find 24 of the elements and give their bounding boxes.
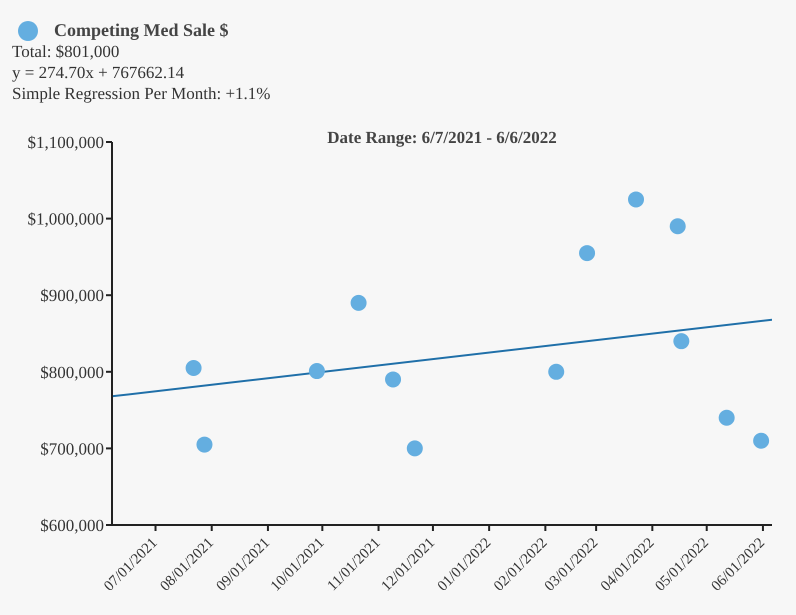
- y-tick-label: $700,000: [40, 439, 104, 458]
- point: [186, 360, 202, 376]
- point: [385, 371, 402, 388]
- y-tick-label: $900,000: [40, 286, 104, 306]
- y-tick-label: $1,000,000: [28, 210, 104, 229]
- text: Total: $801,000: [12, 41, 120, 62]
- chart-title: Date Range: 6/7/2021 - 6/6/2022: [326, 128, 558, 148]
- point: [196, 436, 212, 453]
- point: [718, 410, 735, 426]
- text: Simple Regression Per Month: +1.1%: [12, 83, 270, 104]
- legend-label: Competing Med Sale $: [53, 20, 230, 41]
- y-tick-label: $1,100,000: [28, 133, 104, 152]
- point: [628, 191, 644, 208]
- point: [350, 294, 367, 311]
- point: [406, 440, 423, 456]
- y-tick-label: $800,000: [40, 362, 104, 382]
- y-tick-label: $600,000: [40, 516, 104, 536]
- point: [673, 333, 690, 350]
- point: [753, 432, 770, 449]
- point: [670, 218, 686, 234]
- point: [308, 363, 325, 380]
- text: y = 274.70x + 767662.14: [12, 62, 186, 83]
- point: [548, 364, 564, 380]
- point: [579, 245, 596, 262]
